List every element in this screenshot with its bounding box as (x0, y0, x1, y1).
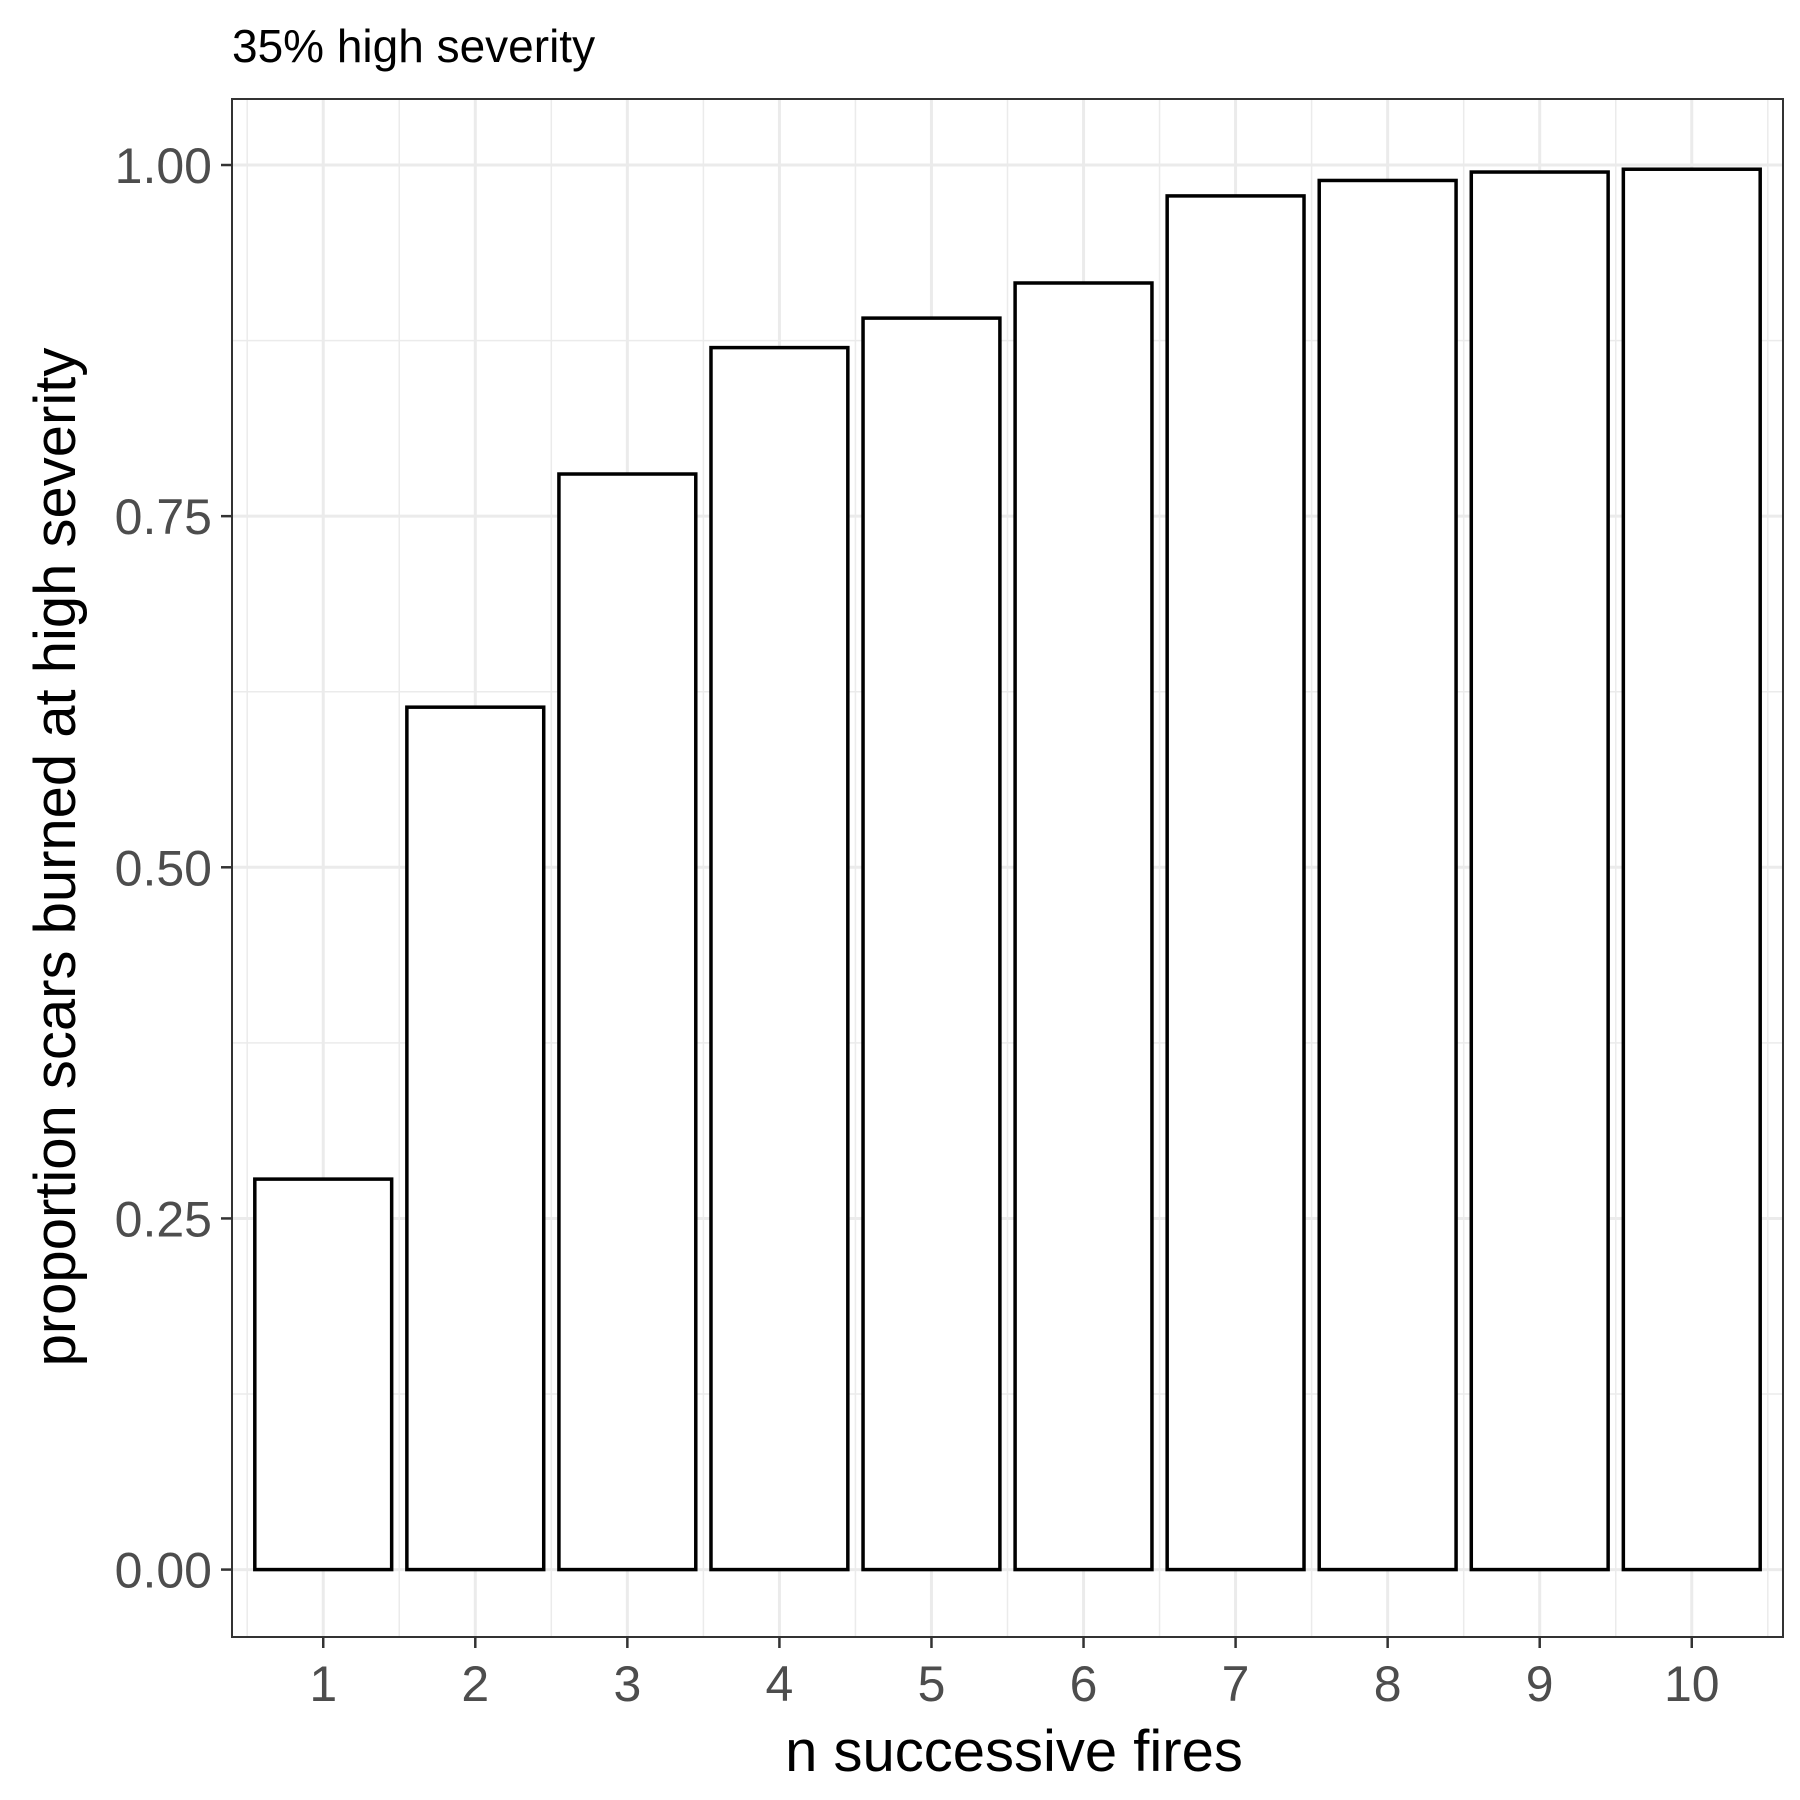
chart-title: 35% high severity (232, 20, 595, 72)
x-tick-label: 7 (1222, 1656, 1250, 1712)
bar-4 (709, 345, 850, 1572)
x-axis-ticks: 1 2 3 4 5 6 7 8 9 10 (309, 1637, 1720, 1712)
x-tick-label: 5 (918, 1656, 946, 1712)
x-tick-label: 8 (1374, 1656, 1402, 1712)
y-tick-label: 0.75 (115, 489, 212, 545)
x-tick-label: 10 (1664, 1656, 1720, 1712)
x-tick-label: 6 (1070, 1656, 1098, 1712)
y-tick-label: 0.25 (115, 1191, 212, 1247)
y-axis-ticks: 0.00 0.25 0.50 0.75 1.00 (115, 138, 232, 1599)
bar-7 (1165, 194, 1306, 1572)
x-tick-label: 4 (766, 1656, 794, 1712)
bar-2 (405, 705, 546, 1572)
bar-1 (253, 1177, 394, 1572)
bar-9 (1469, 170, 1610, 1572)
x-tick-label: 9 (1526, 1656, 1554, 1712)
bar-8 (1317, 178, 1458, 1572)
y-tick-label: 0.00 (115, 1543, 212, 1599)
bar-6 (1013, 281, 1154, 1572)
bar-3 (557, 472, 698, 1572)
y-tick-label: 0.50 (115, 840, 212, 896)
y-axis-title: proportion scars burned at high severity (23, 348, 88, 1367)
x-tick-label: 2 (461, 1656, 489, 1712)
x-tick-label: 3 (613, 1656, 641, 1712)
x-axis-title: n successive fires (785, 1719, 1243, 1784)
bar-10 (1621, 167, 1762, 1572)
y-tick-label: 1.00 (115, 138, 212, 194)
bar-5 (861, 316, 1002, 1572)
bars (253, 167, 1762, 1572)
x-tick-label: 1 (309, 1656, 337, 1712)
